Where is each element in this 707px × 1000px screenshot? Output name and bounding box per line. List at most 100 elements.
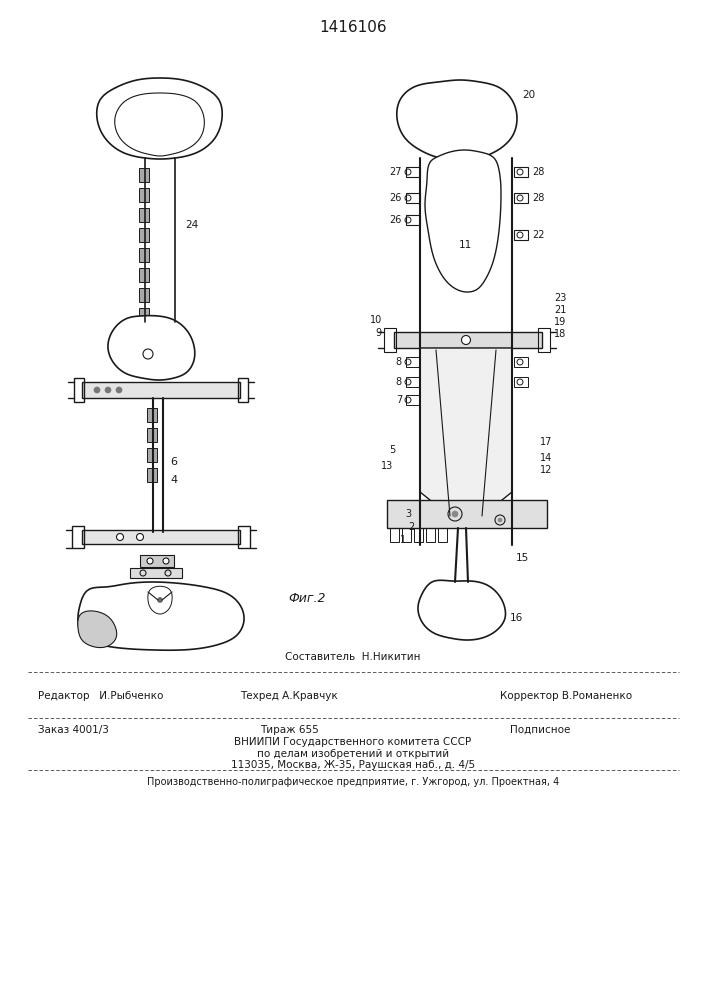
- Bar: [406, 395, 420, 405]
- Circle shape: [498, 518, 502, 522]
- Circle shape: [105, 387, 111, 393]
- Bar: [139, 288, 149, 302]
- Bar: [414, 528, 423, 542]
- Text: Техред А.Кравчук: Техред А.Кравчук: [240, 691, 338, 701]
- Text: 28: 28: [532, 193, 544, 203]
- Circle shape: [158, 597, 163, 602]
- Text: 8: 8: [396, 357, 402, 367]
- Bar: [140, 555, 174, 567]
- Circle shape: [163, 558, 169, 564]
- Text: 28: 28: [532, 167, 544, 177]
- Polygon shape: [420, 348, 512, 516]
- Bar: [394, 332, 542, 348]
- Bar: [139, 168, 149, 182]
- Text: Производственно-полиграфическое предприятие, г. Ужгород, ул. Проектная, 4: Производственно-полиграфическое предприя…: [147, 777, 559, 787]
- Text: 26: 26: [390, 193, 402, 203]
- Text: 24: 24: [185, 220, 198, 230]
- Text: 7: 7: [396, 395, 402, 405]
- Polygon shape: [425, 150, 501, 292]
- Bar: [438, 528, 447, 542]
- Bar: [82, 382, 240, 398]
- Bar: [74, 378, 84, 402]
- Bar: [139, 228, 149, 242]
- Circle shape: [147, 558, 153, 564]
- Bar: [139, 308, 149, 322]
- Bar: [402, 528, 411, 542]
- Bar: [139, 208, 149, 222]
- Bar: [514, 230, 528, 240]
- Text: 1416106: 1416106: [319, 20, 387, 35]
- Text: Редактор   И.Рыбченко: Редактор И.Рыбченко: [38, 691, 163, 701]
- Polygon shape: [97, 78, 222, 159]
- Bar: [514, 357, 528, 367]
- Text: 18: 18: [554, 329, 566, 339]
- Text: 20: 20: [522, 90, 535, 100]
- Text: 21: 21: [554, 305, 566, 315]
- Bar: [406, 357, 420, 367]
- Text: 11: 11: [458, 240, 472, 250]
- Polygon shape: [78, 611, 117, 648]
- Polygon shape: [108, 316, 195, 380]
- Bar: [139, 248, 149, 262]
- Bar: [514, 193, 528, 203]
- Circle shape: [452, 511, 458, 517]
- Bar: [514, 167, 528, 177]
- Bar: [387, 500, 547, 528]
- Text: 6: 6: [170, 457, 177, 467]
- Text: 16: 16: [510, 613, 523, 623]
- Text: 13: 13: [381, 461, 393, 471]
- Bar: [406, 167, 420, 177]
- Bar: [238, 526, 250, 548]
- Circle shape: [116, 387, 122, 393]
- Text: 3: 3: [405, 509, 411, 519]
- Bar: [406, 377, 420, 387]
- Bar: [130, 568, 182, 578]
- Text: Составитель  Н.Никитин: Составитель Н.Никитин: [285, 652, 421, 662]
- Polygon shape: [418, 580, 506, 640]
- Text: 26: 26: [390, 215, 402, 225]
- Bar: [384, 328, 396, 352]
- Text: 27: 27: [390, 167, 402, 177]
- Circle shape: [117, 534, 124, 540]
- Text: 14: 14: [540, 453, 552, 463]
- Text: 2: 2: [408, 522, 414, 532]
- Bar: [426, 528, 435, 542]
- Text: Тираж 655: Тираж 655: [260, 725, 319, 735]
- Text: 17: 17: [540, 437, 552, 447]
- Bar: [139, 268, 149, 282]
- Text: 22: 22: [532, 230, 544, 240]
- Bar: [406, 215, 420, 225]
- Bar: [82, 530, 240, 544]
- Text: 8: 8: [396, 377, 402, 387]
- Text: 19: 19: [554, 317, 566, 327]
- Text: 5: 5: [389, 445, 395, 455]
- Bar: [538, 328, 550, 352]
- Text: Фиг.2: Фиг.2: [288, 591, 325, 604]
- Text: ВНИИПИ Государственного комитета СССР: ВНИИПИ Государственного комитета СССР: [235, 737, 472, 747]
- Text: 113035, Москва, Ж-35, Раушская наб., д. 4/5: 113035, Москва, Ж-35, Раушская наб., д. …: [231, 760, 475, 770]
- Text: 15: 15: [516, 553, 530, 563]
- Bar: [147, 408, 157, 422]
- Text: Заказ 4001/3: Заказ 4001/3: [38, 725, 109, 735]
- Bar: [514, 377, 528, 387]
- Bar: [147, 448, 157, 462]
- Text: Подписное: Подписное: [510, 725, 571, 735]
- Bar: [72, 526, 84, 548]
- Polygon shape: [78, 582, 244, 650]
- Text: 9: 9: [376, 328, 382, 338]
- Bar: [390, 528, 399, 542]
- Text: 12: 12: [540, 465, 552, 475]
- Circle shape: [462, 336, 470, 344]
- Bar: [147, 428, 157, 442]
- Polygon shape: [397, 80, 517, 160]
- Circle shape: [136, 534, 144, 540]
- Text: по делам изобретений и открытий: по делам изобретений и открытий: [257, 749, 449, 759]
- Bar: [406, 193, 420, 203]
- Text: 23: 23: [554, 293, 566, 303]
- Text: 4: 4: [170, 475, 177, 485]
- Text: 1: 1: [400, 535, 406, 545]
- Text: 10: 10: [370, 315, 382, 325]
- Bar: [238, 378, 248, 402]
- Bar: [147, 468, 157, 482]
- Text: Корректор В.Романенко: Корректор В.Романенко: [500, 691, 632, 701]
